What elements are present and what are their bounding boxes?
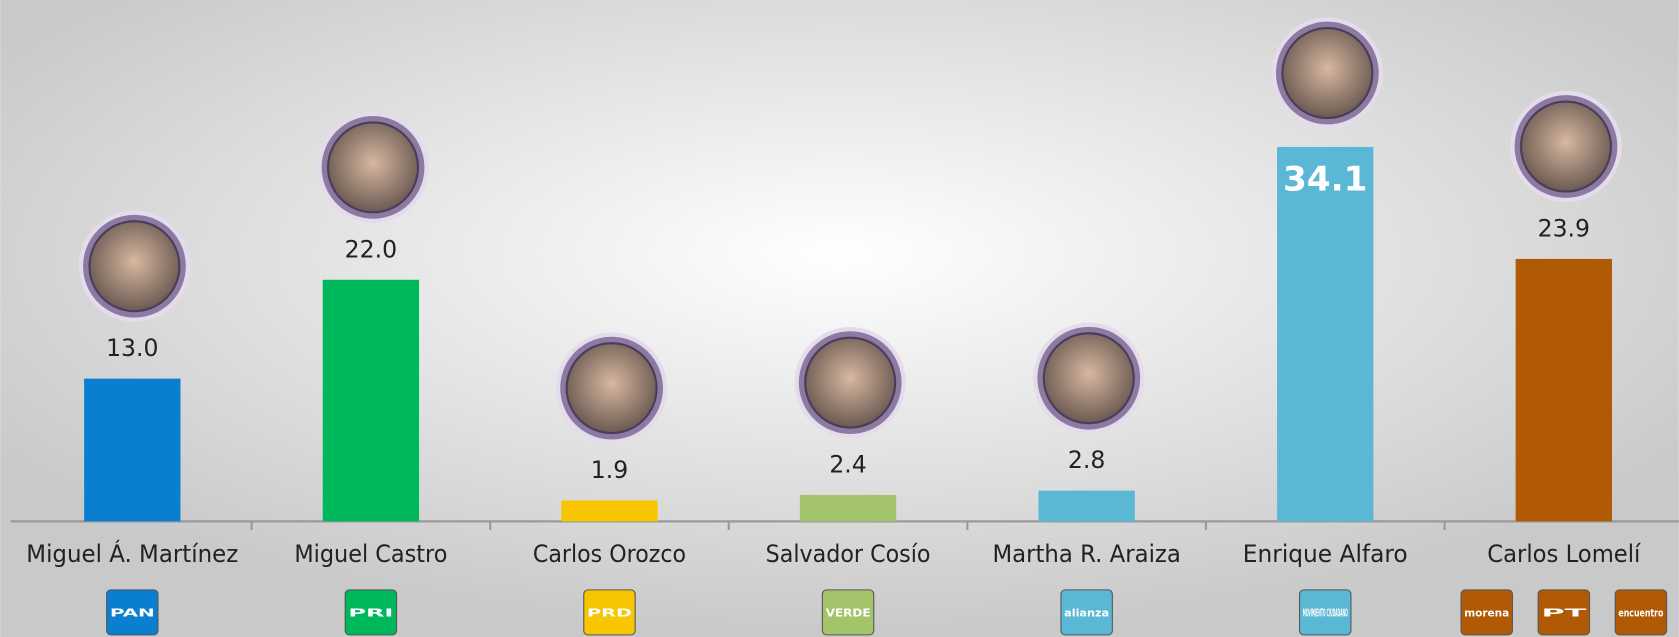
party-logo-text: PAN — [110, 606, 155, 619]
party-logo: MOVIMIENTO CIUDADANO — [1300, 590, 1351, 635]
value-label: 23.9 — [1538, 215, 1590, 243]
bar — [1277, 147, 1373, 521]
value-label: 2.4 — [829, 451, 866, 479]
photo — [328, 122, 418, 212]
party-logo: VERDE — [822, 590, 873, 635]
party-logo: PRI — [345, 590, 396, 635]
party-logo: encuentro — [1615, 590, 1666, 635]
party-logo-text: PRI — [348, 606, 393, 619]
x-tick-label: Carlos Orozco — [533, 540, 686, 568]
x-tick-label: Carlos Lomelí — [1487, 540, 1641, 568]
x-tick-label: Salvador Cosío — [766, 540, 931, 568]
x-tick-label: Enrique Alfaro — [1243, 540, 1408, 568]
party-logo-text: PT — [1541, 606, 1588, 619]
party-logo: PRD — [584, 590, 635, 635]
party-logo-text: encuentro — [1618, 606, 1663, 619]
bar — [1516, 259, 1612, 521]
party-logo: PAN — [107, 590, 158, 635]
party-logo: morena — [1461, 590, 1512, 635]
party-logo-text: VERDE — [826, 606, 871, 619]
party-logo: alianza — [1061, 590, 1112, 635]
party-logo-text: alianza — [1064, 606, 1109, 619]
value-label: 22.0 — [345, 235, 397, 263]
x-tick-label: Martha R. Araiza — [992, 540, 1180, 568]
photo — [1044, 333, 1134, 423]
value-label: 13.0 — [106, 334, 158, 362]
bar — [1038, 491, 1134, 522]
party-logo: PT — [1538, 590, 1589, 635]
x-tick-label: Miguel Castro — [294, 540, 447, 568]
chart: 13.0 Miguel Á. Martínez PAN 22.0 Miguel Cast… — [0, 0, 1679, 637]
bar — [561, 501, 657, 522]
party-logo-text: PRD — [587, 606, 632, 619]
bar — [323, 280, 419, 522]
bar — [800, 495, 896, 521]
photo — [1282, 28, 1372, 118]
party-logo-text: morena — [1464, 606, 1509, 619]
value-label: 2.8 — [1068, 446, 1105, 474]
value-label: 34.1 — [1283, 160, 1368, 200]
photo — [805, 338, 895, 428]
photo — [89, 221, 179, 311]
photo — [567, 343, 657, 433]
bar — [84, 379, 180, 522]
photo — [1521, 102, 1611, 192]
x-tick-label: Miguel Á. Martínez — [26, 540, 238, 568]
value-label: 1.9 — [591, 456, 628, 484]
party-logo-text: MOVIMIENTO CIUDADANO — [1303, 606, 1348, 619]
